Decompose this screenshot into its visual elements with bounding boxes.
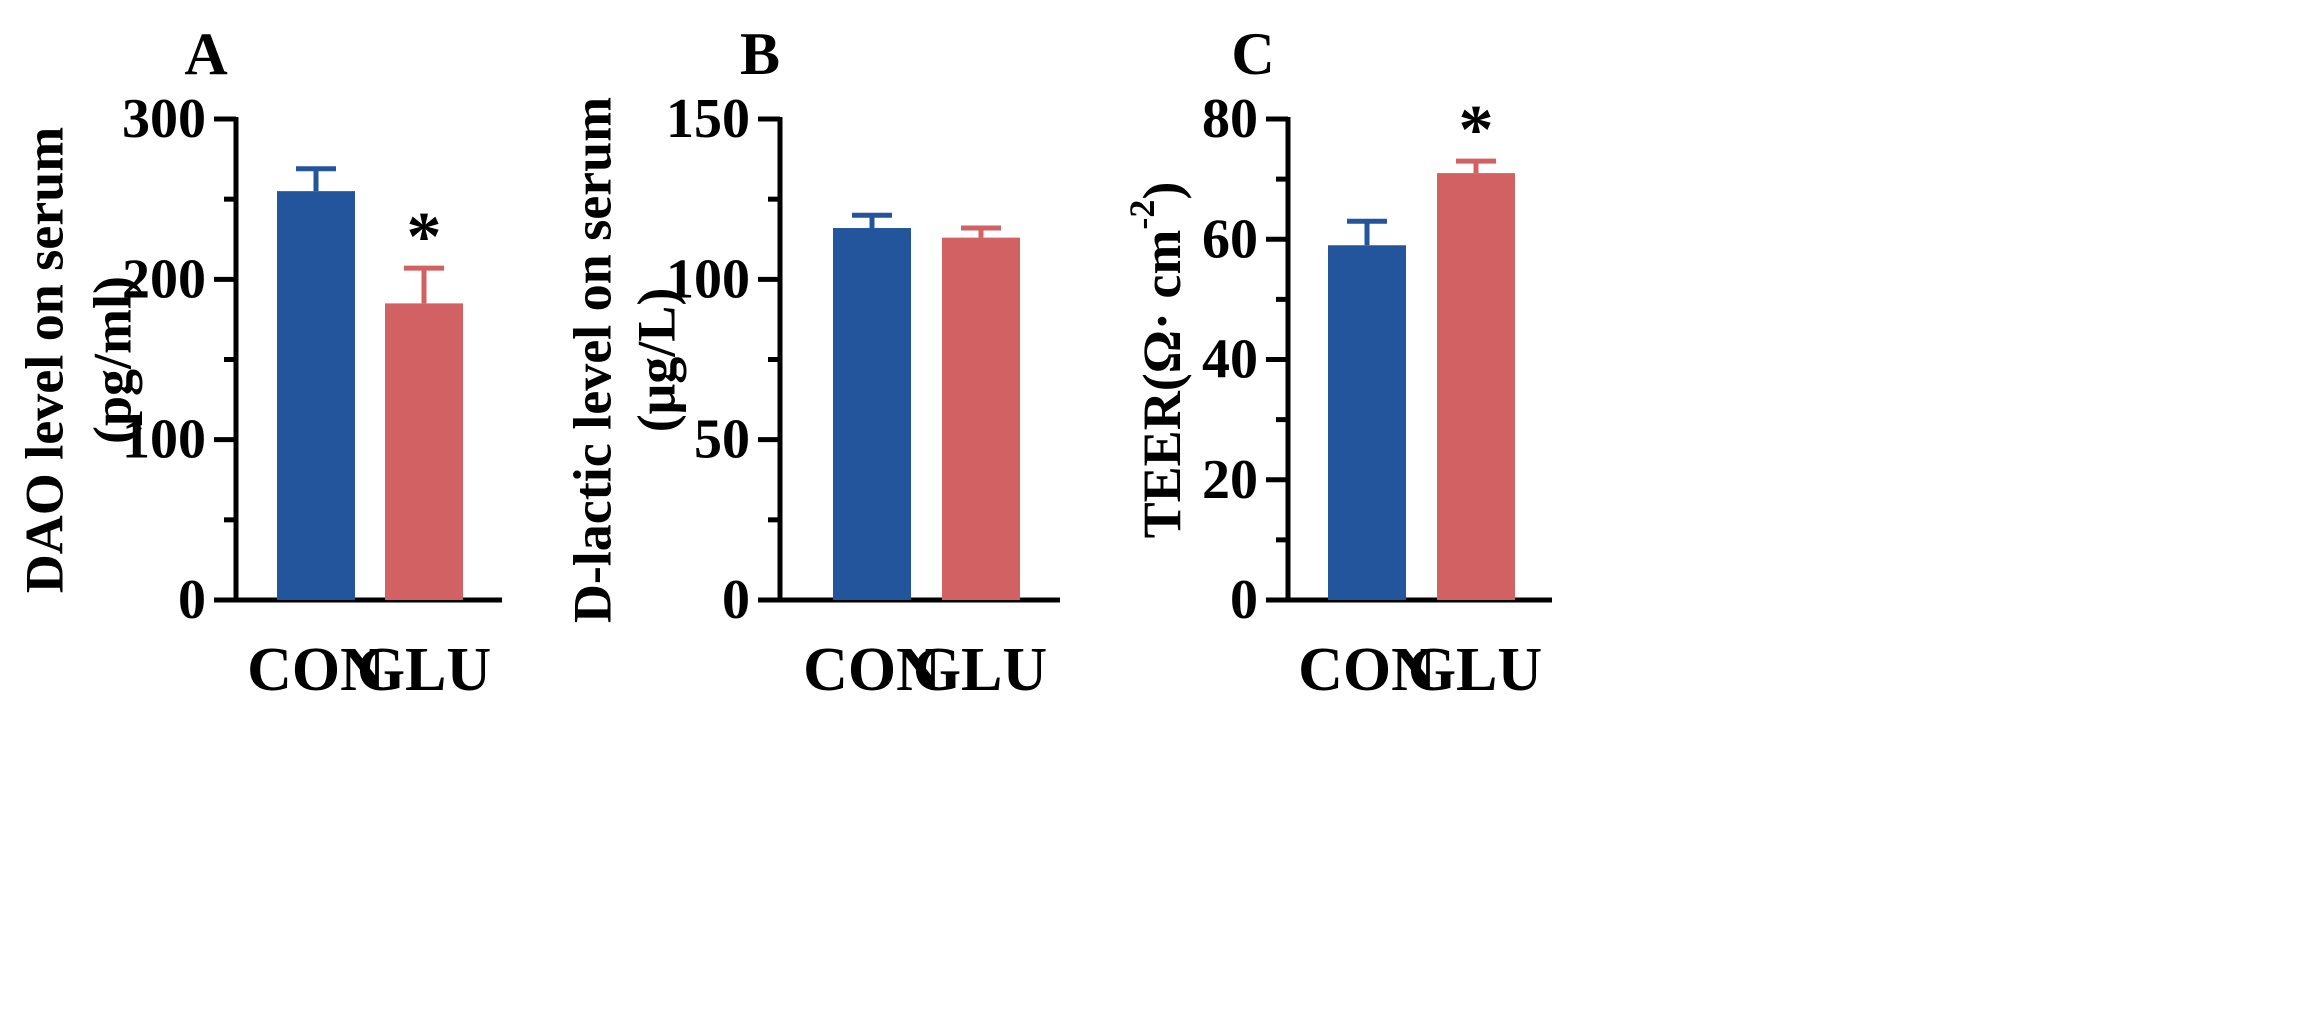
panel-c-tick-label: 0 bbox=[1230, 569, 1258, 631]
panel-a-y-label-line1: DAO level on serum bbox=[14, 127, 74, 593]
panel-c-significance-marker: * bbox=[1459, 92, 1494, 169]
panel-b-category-glu: GLU bbox=[913, 636, 1047, 704]
panel-c-teer: C 0 20 40 60 80 CON * GLU TEER(Ω· cm-2) bbox=[1122, 21, 1552, 704]
panel-b-letter: B bbox=[740, 21, 780, 87]
panel-c-bar-con bbox=[1328, 245, 1406, 600]
panel-a-bar-glu bbox=[385, 303, 463, 600]
panel-c-tick-label: 80 bbox=[1202, 88, 1258, 150]
panel-c-y-label: TEER(Ω· cm-2) bbox=[1122, 182, 1192, 539]
panel-c-tick-label: 20 bbox=[1202, 449, 1258, 511]
panel-a-tick-label: 300 bbox=[122, 88, 206, 150]
panel-a-tick-label: 100 bbox=[122, 409, 206, 471]
panel-a-letter: A bbox=[184, 21, 227, 87]
panel-b-tick-label: 50 bbox=[694, 409, 750, 471]
panel-b-tick-label: 0 bbox=[722, 569, 750, 631]
panel-a-y-label-line2: (pg/ml) bbox=[82, 276, 142, 444]
panel-b-bar-con bbox=[833, 228, 911, 600]
panel-b-bar-glu bbox=[942, 237, 1020, 600]
panel-b-tick-label: 150 bbox=[666, 88, 750, 150]
panel-c-y-label-close: ) bbox=[1132, 182, 1192, 200]
panel-b-category-con: CON bbox=[803, 636, 941, 704]
panel-c-y-label-base: TEER(Ω· cm bbox=[1132, 230, 1192, 539]
panel-a-significance-marker: * bbox=[407, 199, 442, 276]
panel-b-tick-label: 100 bbox=[666, 248, 750, 310]
panel-c-letter: C bbox=[1231, 21, 1274, 87]
panel-a-tick-label: 0 bbox=[178, 569, 206, 631]
panel-b-y-label: D-lactic level on serum (μg/L) bbox=[562, 97, 686, 623]
panel-a-dao: A 0 100 200 300 CON * GLU DAO level on serum (pg/… bbox=[14, 21, 502, 704]
panel-c-y-label-text: TEER(Ω· cm-2) bbox=[1122, 182, 1192, 539]
panel-a-y-label: DAO level on serum (pg/ml) bbox=[14, 127, 142, 593]
panel-c-category-glu: GLU bbox=[1408, 636, 1542, 704]
panel-a-bar-con bbox=[277, 191, 355, 600]
panel-a-category-glu: GLU bbox=[357, 636, 491, 704]
panel-a-tick-label: 200 bbox=[122, 248, 206, 310]
panel-b-y-label-line1: D-lactic level on serum bbox=[562, 97, 622, 623]
panel-c-tick-label: 40 bbox=[1202, 329, 1258, 391]
panel-c-tick-label: 60 bbox=[1202, 208, 1258, 270]
panel-c-bar-glu bbox=[1437, 173, 1515, 601]
panel-c-y-label-sup: -2 bbox=[1122, 200, 1162, 230]
panel-a-category-con: CON bbox=[247, 636, 385, 704]
panel-c-category-con: CON bbox=[1298, 636, 1436, 704]
panel-b-y-label-line2: (μg/L) bbox=[626, 288, 686, 433]
